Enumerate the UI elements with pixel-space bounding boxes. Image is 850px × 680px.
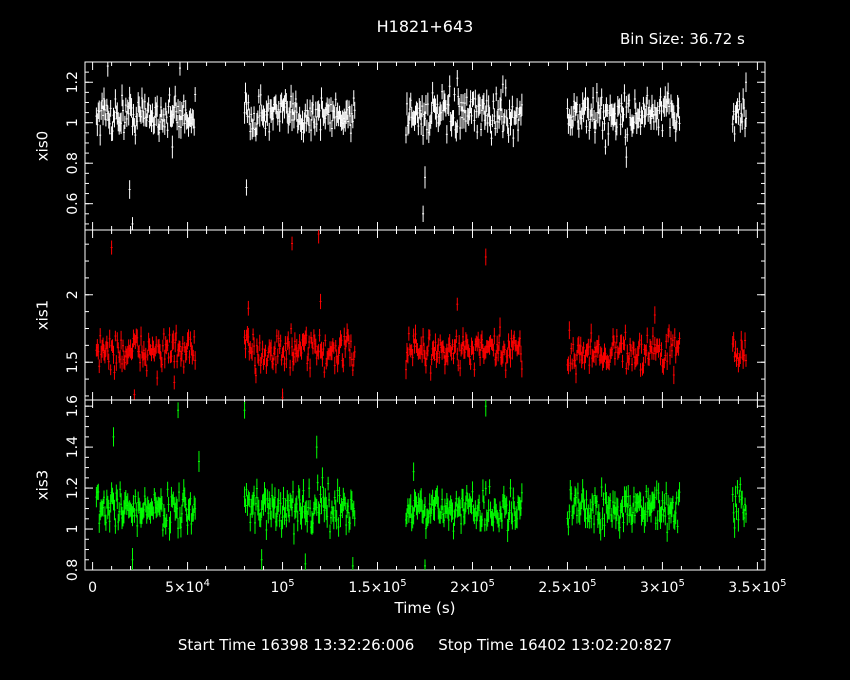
series-xis0	[95, 62, 748, 230]
x-axis-label: Time (s)	[394, 599, 456, 617]
y-tick-label-xis3: 0.8	[65, 559, 81, 581]
y-tick-label-xis0: 1	[65, 118, 81, 127]
y-tick-label-xis0: 0.8	[65, 152, 81, 174]
chart-title: H1821+643	[376, 17, 474, 36]
start-time-label: Start Time	[177, 636, 257, 654]
x-tick-label: 2.5×105	[538, 578, 596, 596]
y-axis-label-xis3: xis3	[33, 470, 51, 500]
stop-time-value: 16402 13:02:20:827	[518, 636, 673, 654]
y-tick-label-xis0: 0.6	[65, 192, 81, 214]
x-tick-label: 105	[270, 578, 294, 596]
y-tick-label-xis3: 1.2	[65, 477, 81, 499]
y-tick-label-xis3: 1.6	[65, 395, 81, 417]
y-tick-label-xis0: 1.2	[65, 71, 81, 93]
y-axis-label-xis0: xis0	[33, 131, 51, 161]
x-tick-label: 1.5×105	[348, 578, 406, 596]
y-tick-label-xis3: 1	[65, 525, 81, 534]
series-xis1	[95, 230, 748, 400]
y-tick-label-xis3: 1.4	[65, 436, 81, 458]
panel-frame-xis3	[84, 399, 766, 571]
x-tick-label: 0	[88, 580, 97, 596]
series-xis3	[95, 400, 748, 570]
x-tick-label: 3.5×105	[728, 578, 786, 596]
x-tick-label: 5×104	[165, 578, 210, 596]
panel-frame-xis0	[84, 61, 766, 231]
y-axis-label-xis1: xis1	[33, 300, 51, 330]
bin-size-label: Bin Size: 36.72 s	[620, 30, 745, 48]
y-tick-label-xis1: 1.5	[65, 351, 81, 373]
stop-time-label: Stop Time	[438, 636, 514, 654]
y-tick-label-xis1: 2	[65, 290, 81, 299]
x-tick-label: 2×105	[450, 578, 495, 596]
x-tick-label: 3×105	[640, 578, 685, 596]
start-time-value: 16398 13:32:26:006	[260, 636, 415, 654]
time-range-footer: Start Time 16398 13:32:26:006 Stop Time …	[0, 636, 850, 654]
